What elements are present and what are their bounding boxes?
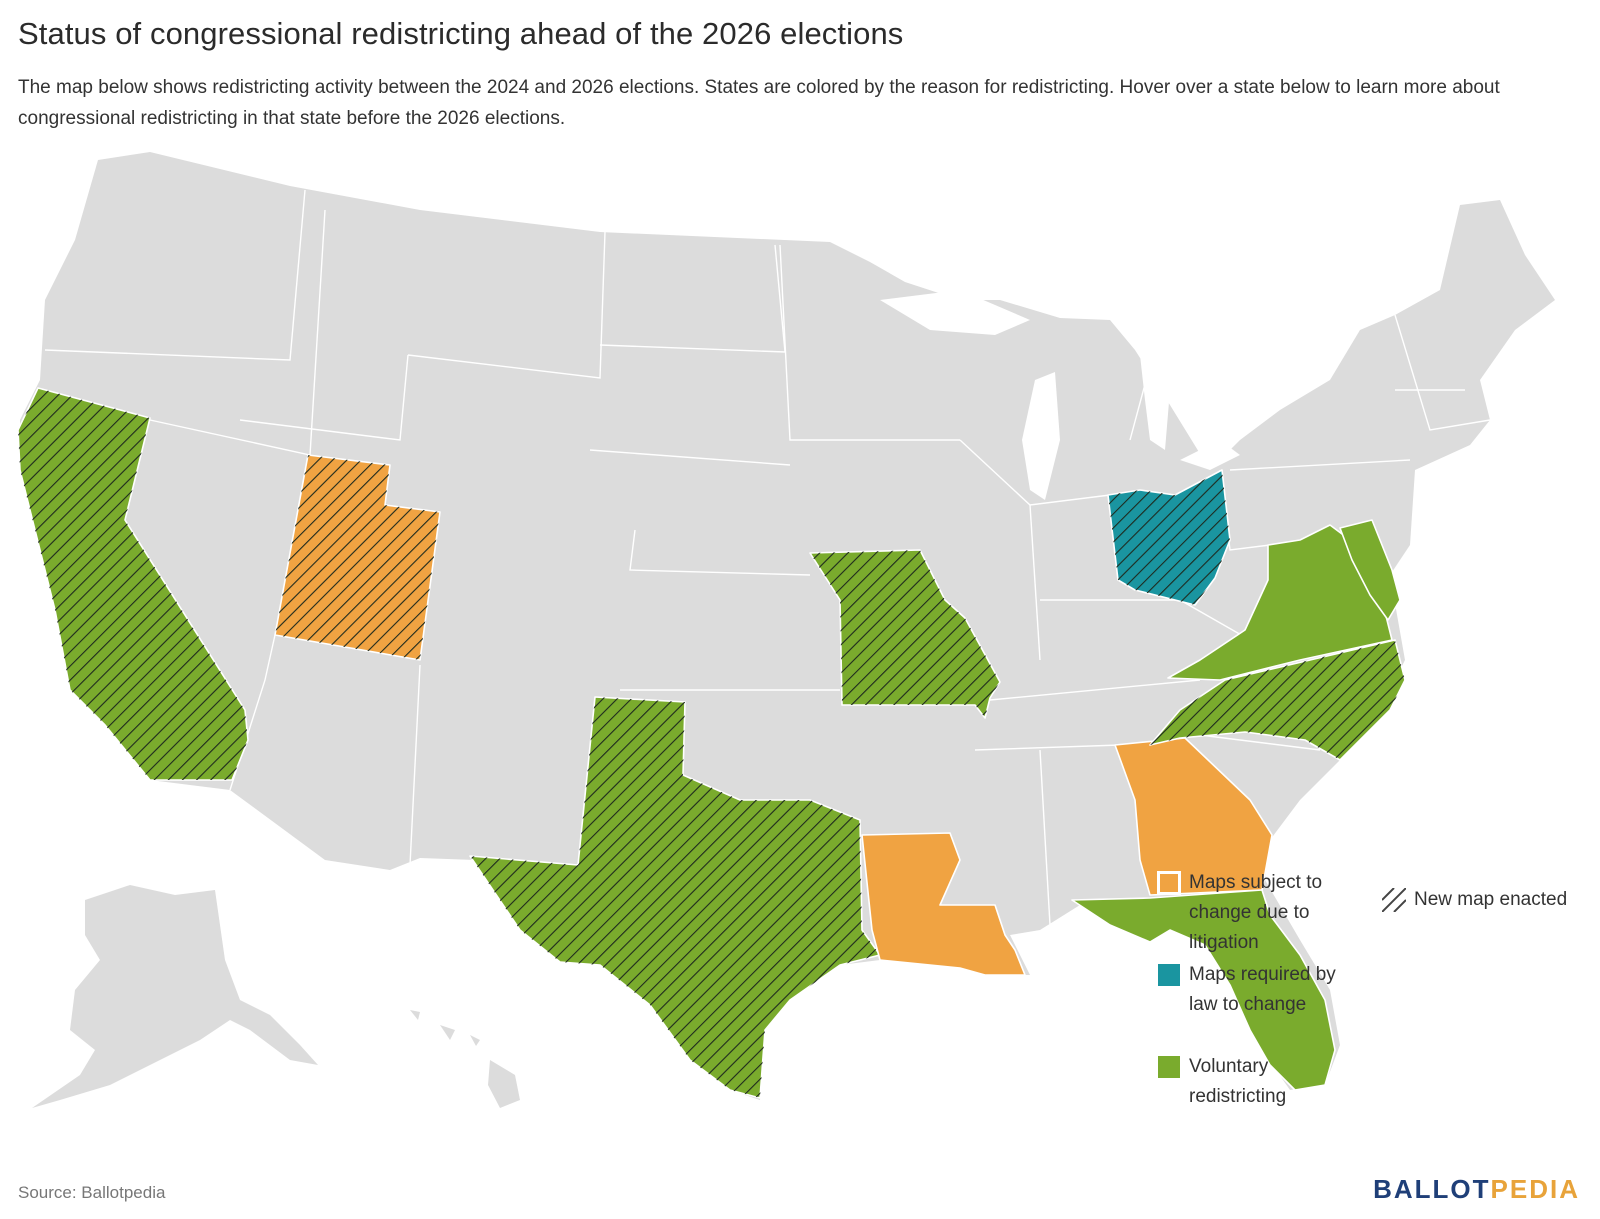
state-ohio[interactable] [1107, 469, 1231, 606]
state-louisiana[interactable] [861, 832, 1026, 976]
logo-part-ballot: BALLOT [1373, 1174, 1491, 1204]
state-texas[interactable] [469, 696, 881, 1099]
legend-label-voluntary: Voluntary redistricting [1189, 1056, 1287, 1107]
legend-voluntary: Voluntary redistricting [1158, 1052, 1339, 1112]
state-florida[interactable] [1071, 889, 1336, 1091]
state-virginia[interactable] [1167, 524, 1393, 681]
hawaii-shape [410, 1010, 520, 1108]
legend-swatch-required [1158, 964, 1180, 986]
legend-new-map: New map enacted [1382, 885, 1567, 915]
legend-swatch-voluntary [1158, 1056, 1180, 1078]
legend-label-new-map: New map enacted [1414, 889, 1568, 910]
state-utah[interactable] [274, 454, 441, 661]
state-missouri[interactable] [809, 549, 1001, 719]
legend-litigation: Maps subject to change due to litigation [1157, 868, 1339, 958]
state-north-carolina[interactable] [1149, 639, 1406, 761]
legend-label-litigation: Maps subject to change due to litigation [1189, 872, 1323, 953]
great-lakes [880, 290, 1240, 500]
ballotpedia-logo: BALLOTPEDIA [1373, 1174, 1580, 1205]
states-layer [17, 387, 1406, 1099]
state-california[interactable] [17, 387, 249, 781]
map-description: The map below shows redistricting activi… [18, 77, 1500, 129]
logo-part-pedia: PEDIA [1490, 1174, 1580, 1204]
hatch-swatch-icon [1382, 888, 1406, 912]
page-title: Status of congressional redistricting ah… [18, 16, 904, 51]
legend-required: Maps required by law to change [1158, 960, 1339, 1020]
source-note: Source: Ballotpedia [18, 1183, 166, 1202]
legend-label-required: Maps required by law to change [1189, 964, 1336, 1015]
legend-swatch-litigation [1157, 871, 1181, 895]
alaska-shape [32, 885, 318, 1108]
state-maryland[interactable] [1339, 519, 1401, 621]
